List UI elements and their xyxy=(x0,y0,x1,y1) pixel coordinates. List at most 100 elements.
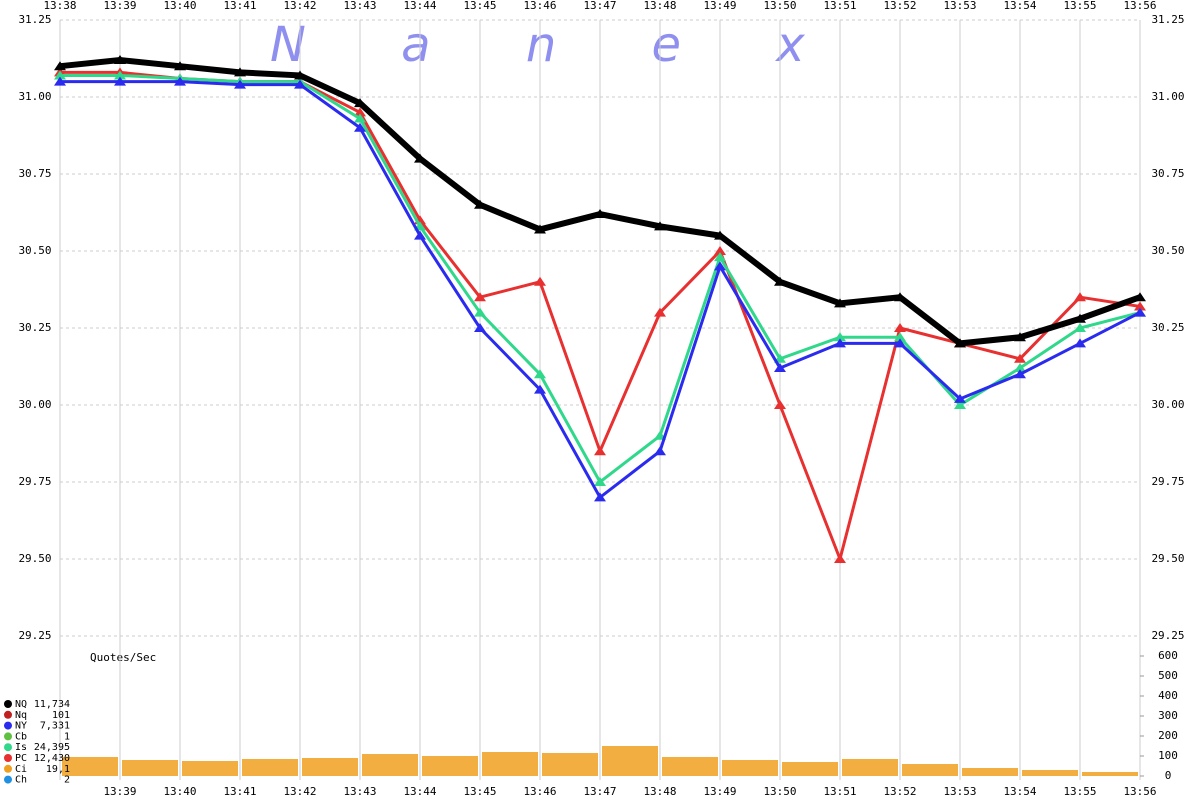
bar xyxy=(962,768,1018,776)
y-tick-label: 400 xyxy=(1158,689,1178,702)
y-tick-label-right: 30.50 xyxy=(1151,244,1184,257)
legend-name: NY xyxy=(15,721,27,732)
y-tick-label: 30.00 xyxy=(18,398,51,411)
quote-marker xyxy=(594,477,606,486)
legend-count: 24,395 xyxy=(34,742,70,753)
legend-name: Nq xyxy=(15,710,27,721)
x-tick-label: 13:41 xyxy=(223,0,256,12)
watermark: N a n e x xyxy=(270,17,845,73)
x-tick-label: 13:50 xyxy=(763,785,796,798)
x-tick-label: 13:47 xyxy=(583,0,616,12)
bar xyxy=(602,746,658,776)
quote-marker xyxy=(654,446,666,456)
legend-swatch xyxy=(4,721,12,730)
quote-marker xyxy=(954,400,966,409)
quote-marker xyxy=(1014,363,1026,373)
legend-count: 11,734 xyxy=(34,699,70,710)
bar xyxy=(842,759,898,776)
y-tick-label: 500 xyxy=(1158,669,1178,682)
quote-marker xyxy=(774,363,786,373)
x-tick-label: 13:52 xyxy=(883,785,916,798)
y-tick-label: 100 xyxy=(1158,749,1178,762)
x-tick-label: 13:43 xyxy=(343,0,376,12)
quote-marker xyxy=(234,67,246,77)
quote-marker xyxy=(1134,292,1146,302)
x-tick-label: 13:47 xyxy=(583,785,616,798)
quote-marker xyxy=(954,338,966,348)
y-tick-label-right: 29.75 xyxy=(1151,475,1184,488)
y-tick-label: 31.25 xyxy=(18,13,51,26)
quote-marker xyxy=(354,107,366,117)
bar xyxy=(902,764,958,776)
quote-marker xyxy=(1074,313,1086,323)
quote-marker xyxy=(1074,323,1086,332)
quote-marker xyxy=(834,298,846,308)
x-tick-label: 13:43 xyxy=(343,785,376,798)
bar xyxy=(482,752,538,776)
quote-marker xyxy=(834,338,846,348)
quote-marker xyxy=(594,446,606,456)
quote-marker xyxy=(414,230,426,240)
quote-marker xyxy=(1074,338,1086,348)
legend-name: PC xyxy=(15,753,27,764)
x-tick-label: 13:42 xyxy=(283,785,316,798)
y-tick-label: 31.00 xyxy=(18,90,51,103)
x-tick-label: 13:49 xyxy=(703,785,736,798)
y-tick-label-right: 31.25 xyxy=(1151,13,1184,26)
quote-marker xyxy=(54,76,66,86)
x-tick-label: 13:46 xyxy=(523,0,556,12)
bar xyxy=(362,754,418,776)
x-tick-label: 13:56 xyxy=(1123,0,1156,12)
quote-marker xyxy=(594,492,606,502)
x-tick-label: 13:38 xyxy=(43,0,76,12)
legend-name: Cb xyxy=(15,731,27,742)
y-tick-label: 300 xyxy=(1158,709,1178,722)
x-tick-label: 13:45 xyxy=(463,785,496,798)
y-tick-label: 200 xyxy=(1158,729,1178,742)
quote-marker xyxy=(774,276,786,286)
y-tick-label-right: 30.00 xyxy=(1151,398,1184,411)
bar xyxy=(422,756,478,776)
quote-marker xyxy=(954,393,966,403)
quote-marker xyxy=(1014,332,1026,342)
legend-swatch xyxy=(4,743,12,752)
quote-marker xyxy=(534,384,546,394)
bar xyxy=(62,757,118,776)
quote-marker xyxy=(534,276,546,286)
quote-marker xyxy=(414,153,426,163)
quote-marker xyxy=(294,70,306,80)
quote-marker xyxy=(774,400,786,409)
bar xyxy=(122,760,178,776)
quote-marker xyxy=(474,199,486,209)
legend-count: 19,1 xyxy=(46,764,70,775)
quote-marker xyxy=(474,292,486,302)
legend-name: Is xyxy=(15,742,27,753)
quote-marker xyxy=(534,369,546,379)
quote-marker xyxy=(354,113,366,123)
bar xyxy=(1022,770,1078,776)
legend-swatch xyxy=(4,732,12,741)
bar xyxy=(242,759,298,776)
y-tick-label: 600 xyxy=(1158,649,1178,662)
y-tick-label-right: 30.75 xyxy=(1151,167,1184,180)
quote-marker xyxy=(114,76,126,86)
quote-marker xyxy=(714,246,726,255)
x-tick-label: 13:54 xyxy=(1003,0,1036,12)
quote-marker xyxy=(1074,292,1086,302)
x-tick-label: 13:44 xyxy=(403,785,436,798)
x-tick-label: 13:54 xyxy=(1003,785,1036,798)
quote-marker xyxy=(894,292,906,302)
legend-swatch xyxy=(4,754,12,762)
y-tick-label: 0 xyxy=(1165,769,1172,782)
quote-marker xyxy=(654,221,666,231)
quote-marker xyxy=(714,261,726,271)
quote-marker xyxy=(114,70,126,80)
quote-marker xyxy=(174,61,186,71)
y-tick-label: 29.75 xyxy=(18,475,51,488)
quote-marker xyxy=(594,209,606,219)
quote-marker xyxy=(54,61,66,71)
x-tick-label: 13:49 xyxy=(703,0,736,12)
legend-swatch xyxy=(4,764,12,773)
x-tick-label: 13:51 xyxy=(823,0,856,12)
x-tick-label: 13:41 xyxy=(223,785,256,798)
